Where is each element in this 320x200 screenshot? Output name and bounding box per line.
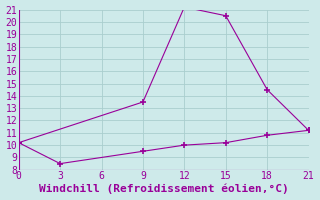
X-axis label: Windchill (Refroidissement éolien,°C): Windchill (Refroidissement éolien,°C) (39, 184, 289, 194)
